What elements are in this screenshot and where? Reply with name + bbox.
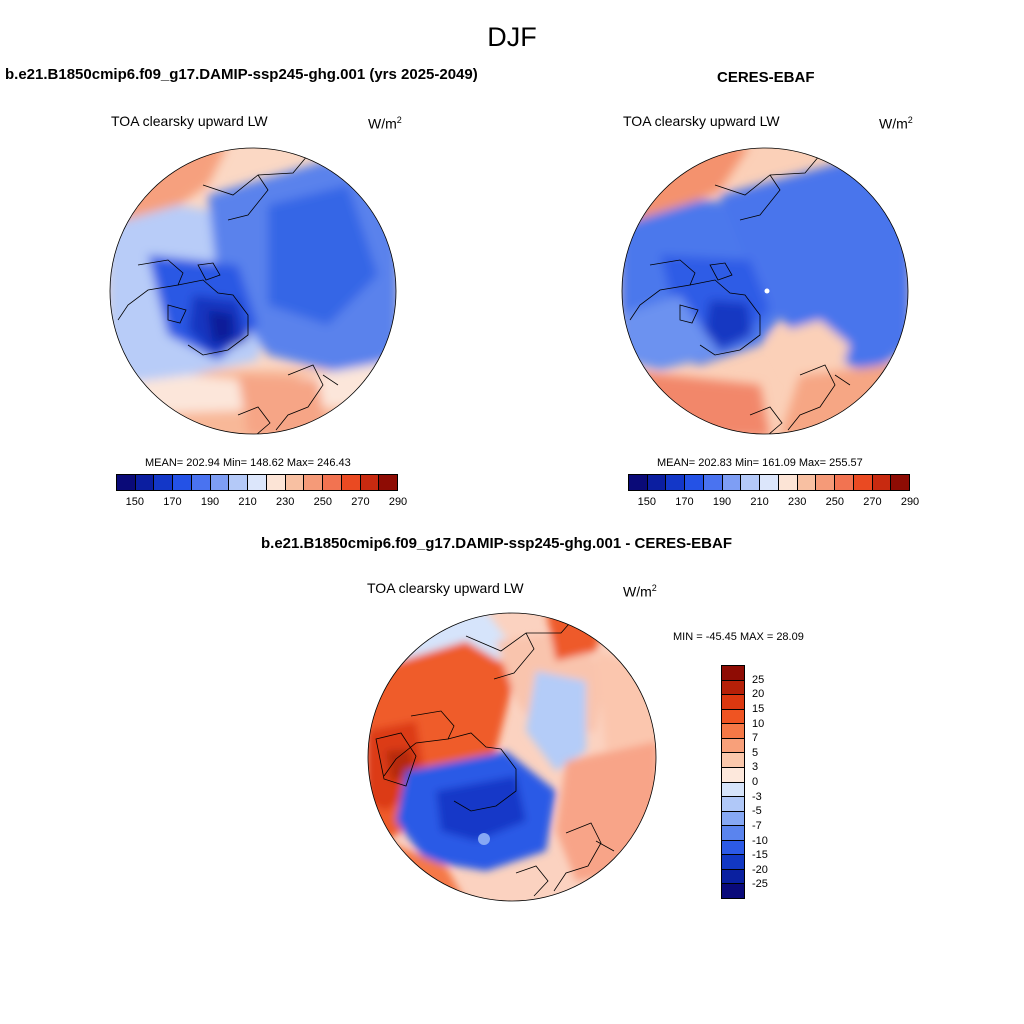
panel-model-colorbar-swatch — [323, 475, 342, 490]
panel-model-colorbar-swatch — [117, 475, 136, 490]
panel-obs-colorbar-swatch — [685, 475, 704, 490]
panel-diff-colorbar-swatch — [722, 782, 744, 798]
panel-diff-colorbar-tick-label: -20 — [752, 863, 768, 876]
panel-diff-colorbar-swatch — [722, 738, 744, 754]
panel-diff-colorbar-swatch — [722, 680, 744, 696]
panel-diff-colorbar-swatch — [722, 826, 744, 841]
panel-diff-colorbar-swatch — [722, 840, 744, 856]
panel-obs-colorbar-tick-label: 210 — [750, 496, 769, 508]
panel-diff-colorbar-swatch — [722, 724, 744, 739]
panel-diff-unit: W/m2 — [623, 583, 657, 600]
panel-model-colorbar-tick-label: 250 — [313, 496, 332, 508]
panel-model-colorbar-tick-label: 290 — [388, 496, 408, 508]
panel-obs-colorbar-tick-label: 170 — [675, 496, 694, 508]
panel-obs-colorbar-swatch — [647, 475, 667, 490]
panel-model-colorbar-tick-label: 150 — [125, 496, 144, 508]
panel-diff-colorbar-tick-label: -25 — [752, 878, 768, 891]
panel-diff-colorbar-swatch — [722, 695, 744, 710]
panel-obs-colorbar-swatch — [703, 475, 723, 490]
panel-obs-colorbar-swatch — [629, 475, 648, 490]
panel-diff-stats: MIN = -45.45 MAX = 28.09 — [673, 631, 804, 643]
panel-diff-colorbar-swatch — [722, 855, 744, 870]
panel-model-colorbar-swatch — [248, 475, 267, 490]
panel-obs-colorbar-swatch — [741, 475, 761, 490]
panel-model-colorbar-swatch — [154, 475, 174, 490]
panel-obs-colorbar-swatch — [853, 475, 873, 490]
panel-model-colorbar-tick-label: 210 — [238, 496, 257, 508]
panel-obs-colorbar — [628, 474, 910, 491]
panel-model-colorbar-swatch — [360, 475, 380, 490]
panel-diff-colorbar-tick-label: 10 — [752, 717, 765, 730]
panel-obs-colorbar-tick-label: 230 — [788, 496, 807, 508]
panel-diff-colorbar-tick-label: 5 — [752, 746, 759, 759]
panel-obs-map — [621, 147, 909, 435]
panel-obs-colorbar-tick-label: 150 — [637, 496, 656, 508]
panel-model-colorbar-swatch — [210, 475, 230, 490]
panel-model-colorbar-swatch — [285, 475, 305, 490]
panel-obs-colorbar-ticks: 150 170 190 210 230 250 270 290 — [628, 496, 920, 510]
panel-diff-colorbar-tick-label: -7 — [752, 819, 762, 832]
panel-obs-colorbar-swatch — [816, 475, 836, 490]
panel-diff-colorbar-tick-label: -15 — [752, 849, 768, 862]
panel-obs-colorbar-tick-label: 270 — [863, 496, 882, 508]
panel-diff-colorbar-tick-label: 25 — [752, 673, 765, 686]
panel-diff-colorbar-swatch — [722, 884, 744, 898]
panel-model-colorbar — [116, 474, 398, 491]
panel-diff-title: b.e21.B1850cmip6.f09_g17.DAMIP-ssp245-gh… — [261, 535, 732, 552]
panel-model-colorbar-tick-label: 230 — [276, 496, 295, 508]
panel-model-colorbar-swatch — [304, 475, 324, 490]
panel-model-map — [109, 147, 397, 435]
panel-diff-colorbar-tick-label: 15 — [752, 702, 765, 715]
panel-diff-colorbar-tick-label: 3 — [752, 761, 759, 774]
panel-model-colorbar-tick-label: 270 — [351, 496, 370, 508]
panel-diff-colorbar-tick-label: 20 — [752, 688, 765, 701]
panel-model-colorbar-swatch — [266, 475, 286, 490]
panel-diff-colorbar-tick-label: 7 — [752, 732, 759, 745]
panel-model-stats: MEAN= 202.94 Min= 148.62 Max= 246.43 — [145, 457, 351, 469]
panel-diff-colorbar-tick-label: -5 — [752, 805, 762, 818]
panel-obs-title: CERES-EBAF — [717, 69, 815, 86]
panel-diff-colorbar-swatch — [722, 811, 744, 827]
panel-model-unit: W/m2 — [368, 115, 402, 132]
panel-model-colorbar-ticks: 150 170 190 210 230 250 270 290 — [116, 496, 408, 510]
panel-diff-colorbar-swatch — [722, 767, 744, 783]
panel-model-colorbar-swatch — [229, 475, 249, 490]
panel-obs-variable: TOA clearsky upward LW — [623, 113, 780, 129]
panel-obs-colorbar-swatch — [835, 475, 854, 490]
panel-model-colorbar-swatch — [379, 475, 398, 490]
panel-diff-colorbar-tick-label: -10 — [752, 834, 768, 847]
panel-model-title: b.e21.B1850cmip6.f09_g17.DAMIP-ssp245-gh… — [5, 66, 478, 83]
panel-model-colorbar-tick-label: 190 — [200, 496, 220, 508]
panel-obs-colorbar-swatch — [872, 475, 892, 490]
figure-title: DJF — [487, 22, 537, 52]
panel-model-colorbar-swatch — [191, 475, 211, 490]
panel-model-variable: TOA clearsky upward LW — [111, 113, 268, 129]
panel-diff-colorbar-swatch — [722, 666, 744, 681]
panel-diff-colorbar-ticks: 25 20 15 10 7 5 3 0 -3 -5 -7 -10 -15 -20 -25 — [752, 665, 792, 899]
panel-obs-unit: W/m2 — [879, 115, 913, 132]
panel-obs-colorbar-tick-label: 190 — [712, 496, 732, 508]
panel-diff-colorbar-swatch — [722, 797, 744, 812]
panel-obs-stats: MEAN= 202.83 Min= 161.09 Max= 255.57 — [657, 457, 863, 469]
panel-obs-colorbar-swatch — [778, 475, 798, 490]
panel-diff-variable: TOA clearsky upward LW — [367, 580, 524, 596]
panel-diff-colorbar-tick-label: -3 — [752, 790, 762, 803]
panel-model-colorbar-swatch — [135, 475, 155, 490]
panel-diff-colorbar-tick-label: 0 — [752, 776, 759, 788]
panel-obs-colorbar-tick-label: 290 — [900, 496, 920, 508]
panel-model-colorbar-swatch — [341, 475, 361, 490]
panel-obs-colorbar-swatch — [666, 475, 686, 490]
panel-obs-colorbar-swatch — [722, 475, 742, 490]
panel-obs-colorbar-swatch — [891, 475, 910, 490]
panel-model-colorbar-swatch — [173, 475, 192, 490]
panel-diff-colorbar-swatch — [722, 753, 744, 768]
panel-diff-colorbar-swatch — [722, 709, 744, 725]
panel-diff-map — [367, 612, 657, 902]
panel-model-colorbar-tick-label: 170 — [163, 496, 182, 508]
panel-obs-colorbar-tick-label: 250 — [825, 496, 844, 508]
panel-diff-colorbar-swatch — [722, 869, 744, 885]
panel-obs-colorbar-swatch — [760, 475, 779, 490]
panel-obs-colorbar-swatch — [797, 475, 817, 490]
panel-diff-colorbar — [721, 665, 745, 899]
